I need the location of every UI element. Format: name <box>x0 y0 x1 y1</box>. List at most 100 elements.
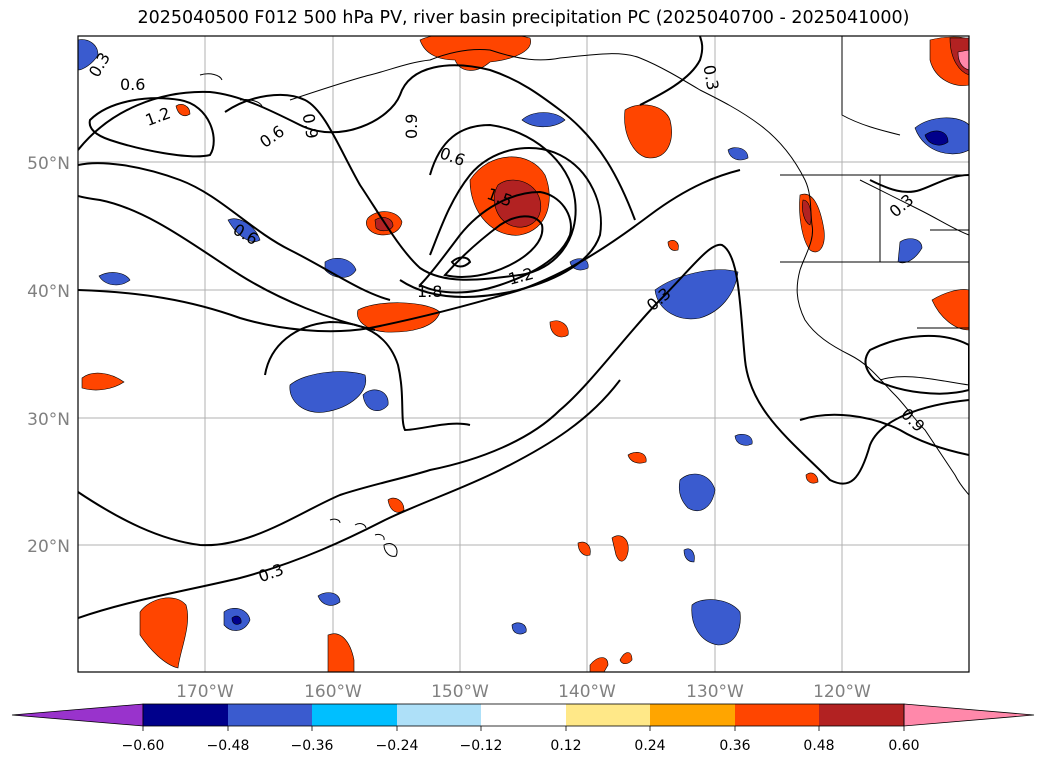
contour-label: 0.3 <box>699 63 722 91</box>
colorbar-tick-label: 0.36 <box>719 738 750 754</box>
precip-positive-blob <box>627 452 647 464</box>
pv-contour-1.5 <box>418 190 572 294</box>
colorbar-segment <box>481 704 566 726</box>
hawaii-island <box>383 542 398 557</box>
precip-negative-blob <box>683 548 695 563</box>
pv-contour-0.6 <box>78 162 391 301</box>
precip-negative-blob <box>521 112 566 128</box>
pv-contour-0.3 <box>864 335 969 395</box>
precip-positive-blob <box>549 320 569 338</box>
contour-labels: 0.3 0.6 1.2 0.6 0.9 0.9 0.6 1.5 1.8 1.2 … <box>85 49 929 586</box>
precip-blobs <box>78 36 969 672</box>
longitude-labels: 170°W 160°W 150°W 140°W 130°W 120°W <box>176 682 871 702</box>
colorbar-tick-label: −0.24 <box>376 738 419 754</box>
hawaii-island <box>354 523 367 529</box>
precip-positive-blob <box>139 597 188 669</box>
colorbar-frame <box>142 703 905 727</box>
pv-contours <box>78 36 969 619</box>
colorbar-segment <box>819 704 904 726</box>
latitude-labels: 50°N 40°N 30°N 20°N <box>27 154 70 557</box>
hawaii-island <box>374 533 385 541</box>
pv-contour-0.6 <box>78 195 376 331</box>
pv-contour-0.3 <box>78 169 741 333</box>
precip-negative-core <box>231 615 242 625</box>
precip-positive-core <box>802 199 812 226</box>
colorbar-extend-left <box>11 703 144 727</box>
colorbar-extend-right <box>903 703 1035 727</box>
precip-negative-blob <box>289 371 367 413</box>
border-alaska <box>841 36 901 136</box>
precip-positive-max <box>957 49 969 71</box>
precip-negative-blob <box>317 592 341 606</box>
colorbar-segment <box>143 704 228 726</box>
precip-negative-blob <box>897 238 923 264</box>
map-area <box>78 36 969 672</box>
state-border <box>917 300 969 329</box>
precip-negative-core <box>924 130 949 146</box>
pv-contour-0.9 <box>224 93 577 281</box>
precip-positive-blob <box>419 36 531 71</box>
aleutian-island <box>199 73 223 81</box>
contour-label: 0.9 <box>299 112 322 140</box>
contour-label: 0.6 <box>120 75 145 94</box>
precip-positive-blob <box>387 497 405 513</box>
colorbar-tick-label: −0.36 <box>291 738 334 754</box>
coastlines <box>199 36 969 557</box>
colorbar-tick-label: 0.60 <box>888 738 919 754</box>
pv-contour-2.1 <box>450 256 472 268</box>
lon-label-120w: 120°W <box>813 682 871 702</box>
colorbar-segment <box>228 704 312 726</box>
contour-label: 1.8 <box>417 282 442 301</box>
precip-positive-blob <box>589 657 609 672</box>
precip-positive-blob <box>619 652 633 665</box>
precip-negative-blob <box>98 272 131 286</box>
precip-positive-blob <box>805 472 819 484</box>
pv-contour-0.6 <box>78 64 636 221</box>
precip-negative-blob <box>727 147 749 161</box>
colorbar: −0.60 −0.48 −0.36 −0.24 −0.12 0.12 0.24 … <box>11 703 1035 754</box>
precip-positive-blob <box>611 535 629 562</box>
precip-positive-core <box>374 217 394 232</box>
precip-negative-blob <box>654 269 739 320</box>
colorbar-segment <box>735 704 819 726</box>
pv-contour-1.2 <box>88 97 215 158</box>
lat-label-30: 30°N <box>27 410 70 430</box>
precip-positive-blob <box>931 289 969 331</box>
colorbar-tick-label: 0.24 <box>634 738 665 754</box>
contour-label: 0.9 <box>402 114 421 139</box>
pv-contour-0.3 <box>78 379 621 619</box>
colorbar-tick-label: −0.60 <box>122 738 165 754</box>
lon-label-130w: 130°W <box>686 682 744 702</box>
pv-contour-1.8 <box>443 215 544 278</box>
aleutian-island <box>239 99 263 107</box>
precip-positive-blob <box>667 240 679 251</box>
colorbar-tick-label: 0.48 <box>803 738 834 754</box>
hawaii-island <box>329 518 341 524</box>
precip-negative-blob <box>691 599 741 646</box>
precip-positive-blob <box>357 302 441 333</box>
colorbar-segment <box>397 704 481 726</box>
colorbar-tick-label: −0.48 <box>207 738 250 754</box>
precip-positive-blob <box>577 541 591 556</box>
precip-positive-blob <box>624 104 672 159</box>
colorbar-segment <box>312 704 397 726</box>
precip-negative-blob <box>734 433 753 446</box>
pv-contour-1.2 <box>399 147 602 298</box>
map-title: 2025040500 F012 500 hPa PV, river basin … <box>137 8 910 28</box>
precip-negative-blob <box>678 473 716 511</box>
lat-label-50: 50°N <box>27 154 70 174</box>
precip-negative-blob <box>227 218 261 242</box>
pv-contour-0.3 <box>869 174 969 193</box>
pv-contour-0.9 <box>639 36 704 106</box>
colorbar-tick-label: −0.12 <box>460 738 503 754</box>
lon-label-150w: 150°W <box>431 682 489 702</box>
lon-label-140w: 140°W <box>558 682 616 702</box>
colorbar-segment <box>566 704 650 726</box>
pv-contour-0.9 <box>799 413 969 456</box>
precip-negative-blob <box>362 389 389 412</box>
lat-label-20: 20°N <box>27 537 70 557</box>
precip-negative-blob <box>511 622 527 635</box>
lat-label-40: 40°N <box>27 282 70 302</box>
colorbar-tick-label: 0.12 <box>550 738 581 754</box>
